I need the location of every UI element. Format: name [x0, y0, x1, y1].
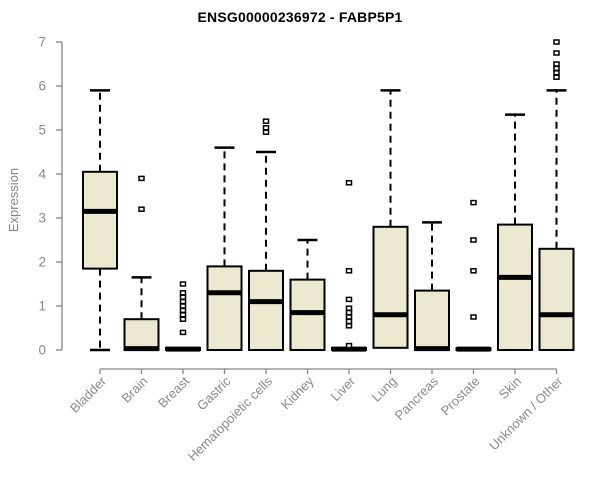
outlier-point [345, 318, 353, 325]
outlier-point [345, 268, 353, 274]
outlier-point [262, 118, 270, 124]
x-category-label: Unknown / Other [486, 373, 566, 453]
y-tick-label: 4 [38, 167, 46, 182]
outlier-point [179, 298, 187, 305]
box-rect [414, 289, 450, 352]
x-category-label: Liver [328, 373, 359, 404]
y-tick-label: 3 [38, 211, 46, 226]
outlier-point [553, 39, 560, 45]
outlier-point [179, 281, 187, 287]
chart-title: ENSG00000236972 - FABP5P1 [197, 9, 403, 25]
box-rect [123, 318, 160, 352]
outlier-point [345, 342, 353, 349]
outlier-point [179, 316, 187, 322]
outlier-point [553, 50, 560, 56]
box-rect [82, 170, 118, 270]
outlier-point [345, 314, 353, 320]
outlier-point [179, 290, 187, 296]
x-category-label: Skin [496, 374, 524, 402]
x-category-label: Kidney [278, 373, 317, 412]
x-category-label: Breast [155, 373, 192, 410]
x-category-label: Pancreas [392, 373, 442, 423]
outlier-point [470, 237, 477, 243]
outlier-point [470, 268, 477, 274]
y-tick-label: 6 [38, 79, 46, 94]
outlier-point [470, 199, 477, 206]
box-rect [538, 247, 575, 351]
outlier-point [345, 323, 353, 329]
outlier-point [179, 303, 187, 309]
y-tick-label: 1 [38, 299, 46, 314]
outlier-point [179, 294, 187, 300]
y-tick-label: 0 [38, 343, 46, 358]
box-rect [497, 223, 533, 352]
outlier-point [179, 329, 187, 336]
x-category-label: Prostate [438, 374, 483, 419]
x-category-label: Brain [119, 374, 151, 406]
outlier-point [138, 206, 145, 212]
outlier-point [262, 129, 270, 135]
y-tick-label: 2 [38, 255, 46, 270]
x-category-label: Lung [369, 374, 400, 405]
outlier-point [553, 61, 560, 67]
x-category-label: Bladder [67, 373, 110, 416]
outlier-point [179, 312, 187, 318]
box-rect [248, 269, 284, 351]
y-tick-label: 7 [38, 35, 46, 50]
outlier-point [553, 70, 560, 76]
y-tick-label: 5 [38, 123, 46, 138]
outlier-point [470, 314, 477, 320]
outlier-point [179, 307, 187, 314]
outlier-point [345, 309, 353, 316]
outlier-point [262, 125, 270, 131]
x-category-label: Gastric [194, 373, 234, 413]
outlier-point [345, 180, 353, 186]
outlier-point [553, 65, 560, 72]
box-rect [372, 225, 409, 349]
box-rect [206, 265, 243, 351]
outlier-point [345, 296, 353, 303]
outlier-point [345, 305, 353, 311]
outlier-point [553, 74, 560, 80]
outlier-point [138, 175, 145, 182]
